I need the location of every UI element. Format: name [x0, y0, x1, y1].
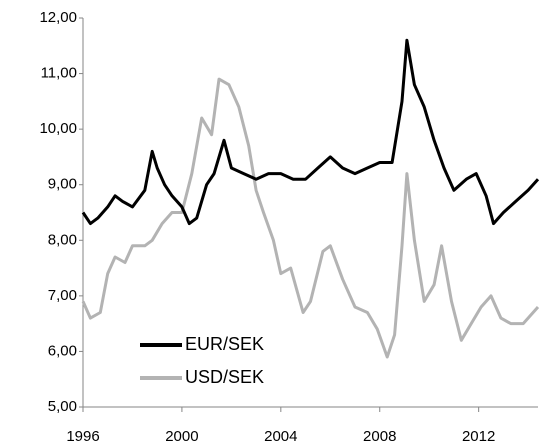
x-tick-label: 2008	[363, 428, 396, 445]
x-tick-label: 1996	[66, 428, 99, 445]
legend-label: USD/SEK	[185, 367, 264, 387]
y-tick-label: 10,00	[39, 120, 77, 137]
y-tick-label: 11,00	[41, 65, 77, 82]
x-tick-label: 2000	[165, 428, 198, 445]
legend-label: EUR/SEK	[185, 334, 264, 354]
line-series	[81, 38, 540, 226]
y-tick-label: 5,00	[48, 398, 77, 415]
x-tick-label: 2004	[264, 428, 297, 445]
y-tick-label: 8,00	[48, 231, 77, 248]
y-tick-label: 6,00	[48, 342, 77, 359]
y-tick-label: 12,00	[39, 9, 77, 26]
y-tick-label: 7,00	[48, 287, 77, 304]
x-tick-label: 2012	[462, 428, 495, 445]
y-tick-label: 9,00	[48, 176, 77, 193]
line-series	[81, 77, 540, 359]
